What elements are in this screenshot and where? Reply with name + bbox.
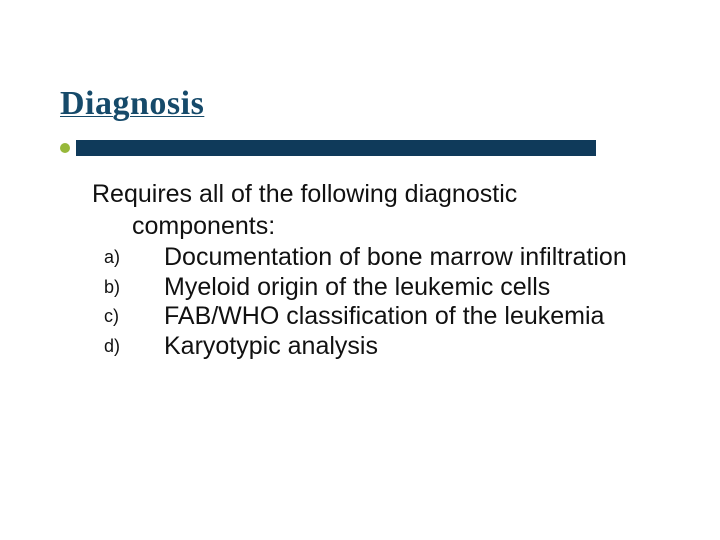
title-bar [76,140,596,156]
list-item: a) Documentation of bone marrow infiltra… [92,243,660,273]
intro-text-line1: Requires all of the following diagnostic [92,180,660,210]
intro-text-line2: components: [92,212,660,242]
title-region: Diagnosis [60,86,660,128]
option-marker: a) [104,247,154,268]
bullet-icon [60,143,70,153]
slide-title: Diagnosis [60,86,204,122]
list-item: d) Karyotypic analysis [92,332,660,362]
slide-body: Requires all of the following diagnostic… [92,180,660,361]
option-text: Karyotypic analysis [164,332,378,360]
option-marker: d) [104,336,154,357]
list-item: c) FAB/WHO classification of the leukemi… [92,302,660,332]
option-marker: c) [104,306,154,327]
accent-rule [60,140,600,156]
option-text: Documentation of bone marrow infiltratio… [164,243,627,271]
list-item: b) Myeloid origin of the leukemic cells [92,273,660,303]
presentation-slide: Diagnosis Requires all of the following … [0,0,720,540]
option-marker: b) [104,277,154,298]
option-text: Myeloid origin of the leukemic cells [164,273,550,301]
option-text: FAB/WHO classification of the leukemia [164,302,604,330]
options-list: a) Documentation of bone marrow infiltra… [92,243,660,361]
